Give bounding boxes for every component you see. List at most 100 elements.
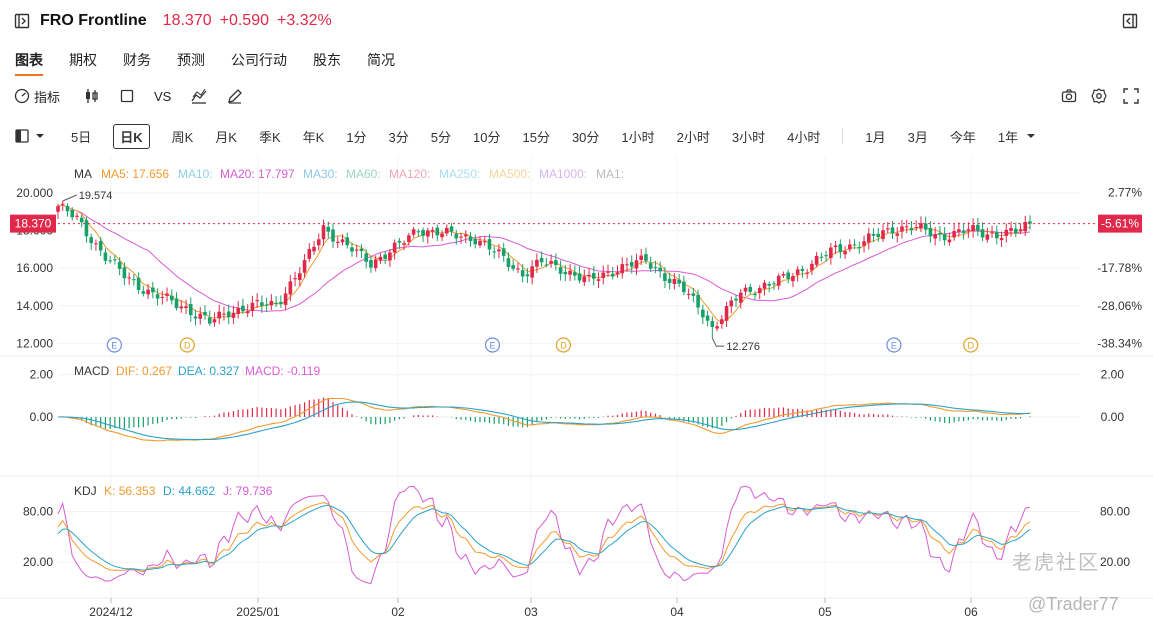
period-10min[interactable]: 10分 [473, 129, 501, 145]
candlestick-type-icon[interactable] [84, 88, 100, 104]
vs-compare-button[interactable]: VS [154, 88, 172, 104]
candle-body [440, 233, 444, 238]
candle-body [222, 313, 226, 315]
candle-body [298, 273, 302, 281]
candle-body [890, 227, 895, 234]
candle-body [577, 273, 582, 281]
period-yearly[interactable]: 年K [302, 129, 325, 145]
low-label: 12.276 [726, 341, 760, 353]
period-monthly[interactable]: 月K [215, 129, 237, 145]
candle-body [193, 316, 198, 319]
candle-body [682, 281, 686, 293]
stock-name: Frontline [78, 12, 147, 29]
stock-title: FRO Frontline [40, 12, 147, 30]
period-weekly[interactable]: 周K [171, 129, 194, 145]
candle-body [146, 289, 150, 295]
period-5d[interactable]: 5日 [71, 129, 92, 145]
candle-body [335, 241, 340, 243]
period-daily[interactable]: 日K [113, 123, 150, 149]
draw-pen-icon[interactable] [227, 88, 243, 104]
collapse-left-icon[interactable] [14, 13, 30, 29]
period-15min[interactable]: 15分 [522, 129, 550, 145]
tab-profile[interactable]: 简况 [367, 52, 395, 68]
candle-body [411, 229, 416, 235]
tab-forecast[interactable]: 预测 [177, 52, 205, 68]
period-3min[interactable]: 3分 [388, 129, 409, 145]
candle-body [776, 275, 781, 286]
candle-body [426, 230, 430, 237]
price-tick-label: 12.000 [16, 336, 53, 350]
candle-body [738, 292, 743, 303]
candle-body [113, 259, 117, 261]
candle-body [122, 267, 127, 279]
tab-financials[interactable]: 财务 [123, 52, 151, 68]
period-1min[interactable]: 1分 [346, 129, 367, 145]
candle-body [188, 304, 193, 316]
candle-body [79, 217, 84, 223]
candle-body [231, 312, 236, 318]
legend-ma10: MA10: [178, 167, 213, 181]
range-select[interactable]: 1年 [998, 127, 1036, 146]
stock-chart[interactable]: MA MA5: 17.656 MA10: MA20: 17.797 MA30: … [0, 156, 1153, 630]
candle-body [810, 263, 814, 271]
range-1month[interactable]: 1月 [865, 129, 886, 145]
candle-body [60, 203, 65, 205]
tab-chart[interactable]: 图表 [15, 52, 43, 76]
tab-shareholders[interactable]: 股东 [313, 52, 341, 68]
settings-gear-icon[interactable] [1091, 88, 1107, 104]
candle-body [160, 296, 165, 298]
chart-style-icon[interactable] [191, 88, 207, 104]
price-tick-label: 16.000 [16, 261, 53, 275]
candle-body [402, 243, 406, 245]
period-3hour[interactable]: 3小时 [731, 129, 766, 145]
candle-body [753, 293, 757, 296]
legend-d: D: 44.662 [163, 484, 215, 498]
candle-body [127, 277, 131, 279]
tab-corporate-actions[interactable]: 公司行动 [231, 52, 287, 68]
period-30min[interactable]: 30分 [571, 129, 600, 145]
candle-body [814, 255, 819, 265]
candle-body [999, 238, 1004, 241]
ma5-line [57, 204, 1031, 323]
current-price-tag [10, 214, 56, 233]
legend-macd-title: MACD [74, 364, 110, 378]
candle-body [1004, 229, 1009, 236]
period-1hour[interactable]: 1小时 [621, 129, 655, 145]
period-2hour[interactable]: 2小时 [676, 129, 710, 145]
indicator-button[interactable]: 指标 [14, 87, 60, 106]
stock-ticker: FRO [40, 12, 74, 29]
candle-body [895, 233, 900, 236]
period-4hour[interactable]: 4小时 [787, 129, 821, 145]
candle-body [520, 270, 525, 277]
candle-body [639, 255, 643, 260]
square-icon[interactable] [120, 89, 134, 103]
period-5min[interactable]: 5分 [430, 129, 452, 145]
candle-body [582, 276, 587, 283]
fullscreen-icon[interactable] [1123, 88, 1139, 104]
candle-body [203, 311, 207, 316]
candle-body [279, 302, 283, 304]
candle-body [919, 223, 923, 229]
layout-toggle-icon[interactable] [15, 129, 45, 143]
range-ytd[interactable]: 今年 [949, 129, 976, 145]
candle-body [89, 237, 93, 244]
event-marker-label: E [489, 341, 495, 351]
range-3month[interactable]: 3月 [907, 129, 928, 145]
camera-icon[interactable] [1061, 88, 1077, 104]
candle-body [136, 277, 141, 291]
legend-ma1: MA1: [596, 167, 624, 181]
period-quarterly[interactable]: 季K [258, 129, 281, 145]
candle-body [269, 300, 274, 306]
candle-body [155, 294, 160, 299]
tab-options[interactable]: 期权 [69, 52, 97, 68]
header-bar: FRO Frontline 18.370 +0.590 +3.32% [0, 6, 1153, 36]
collapse-right-icon[interactable] [1122, 13, 1138, 29]
candle-body [677, 279, 681, 284]
candle-body [463, 234, 468, 237]
candle-body [288, 281, 293, 295]
candle-body [843, 251, 847, 255]
ma-lines [57, 204, 1031, 323]
candle-body [331, 229, 335, 242]
candle-body [710, 321, 715, 328]
